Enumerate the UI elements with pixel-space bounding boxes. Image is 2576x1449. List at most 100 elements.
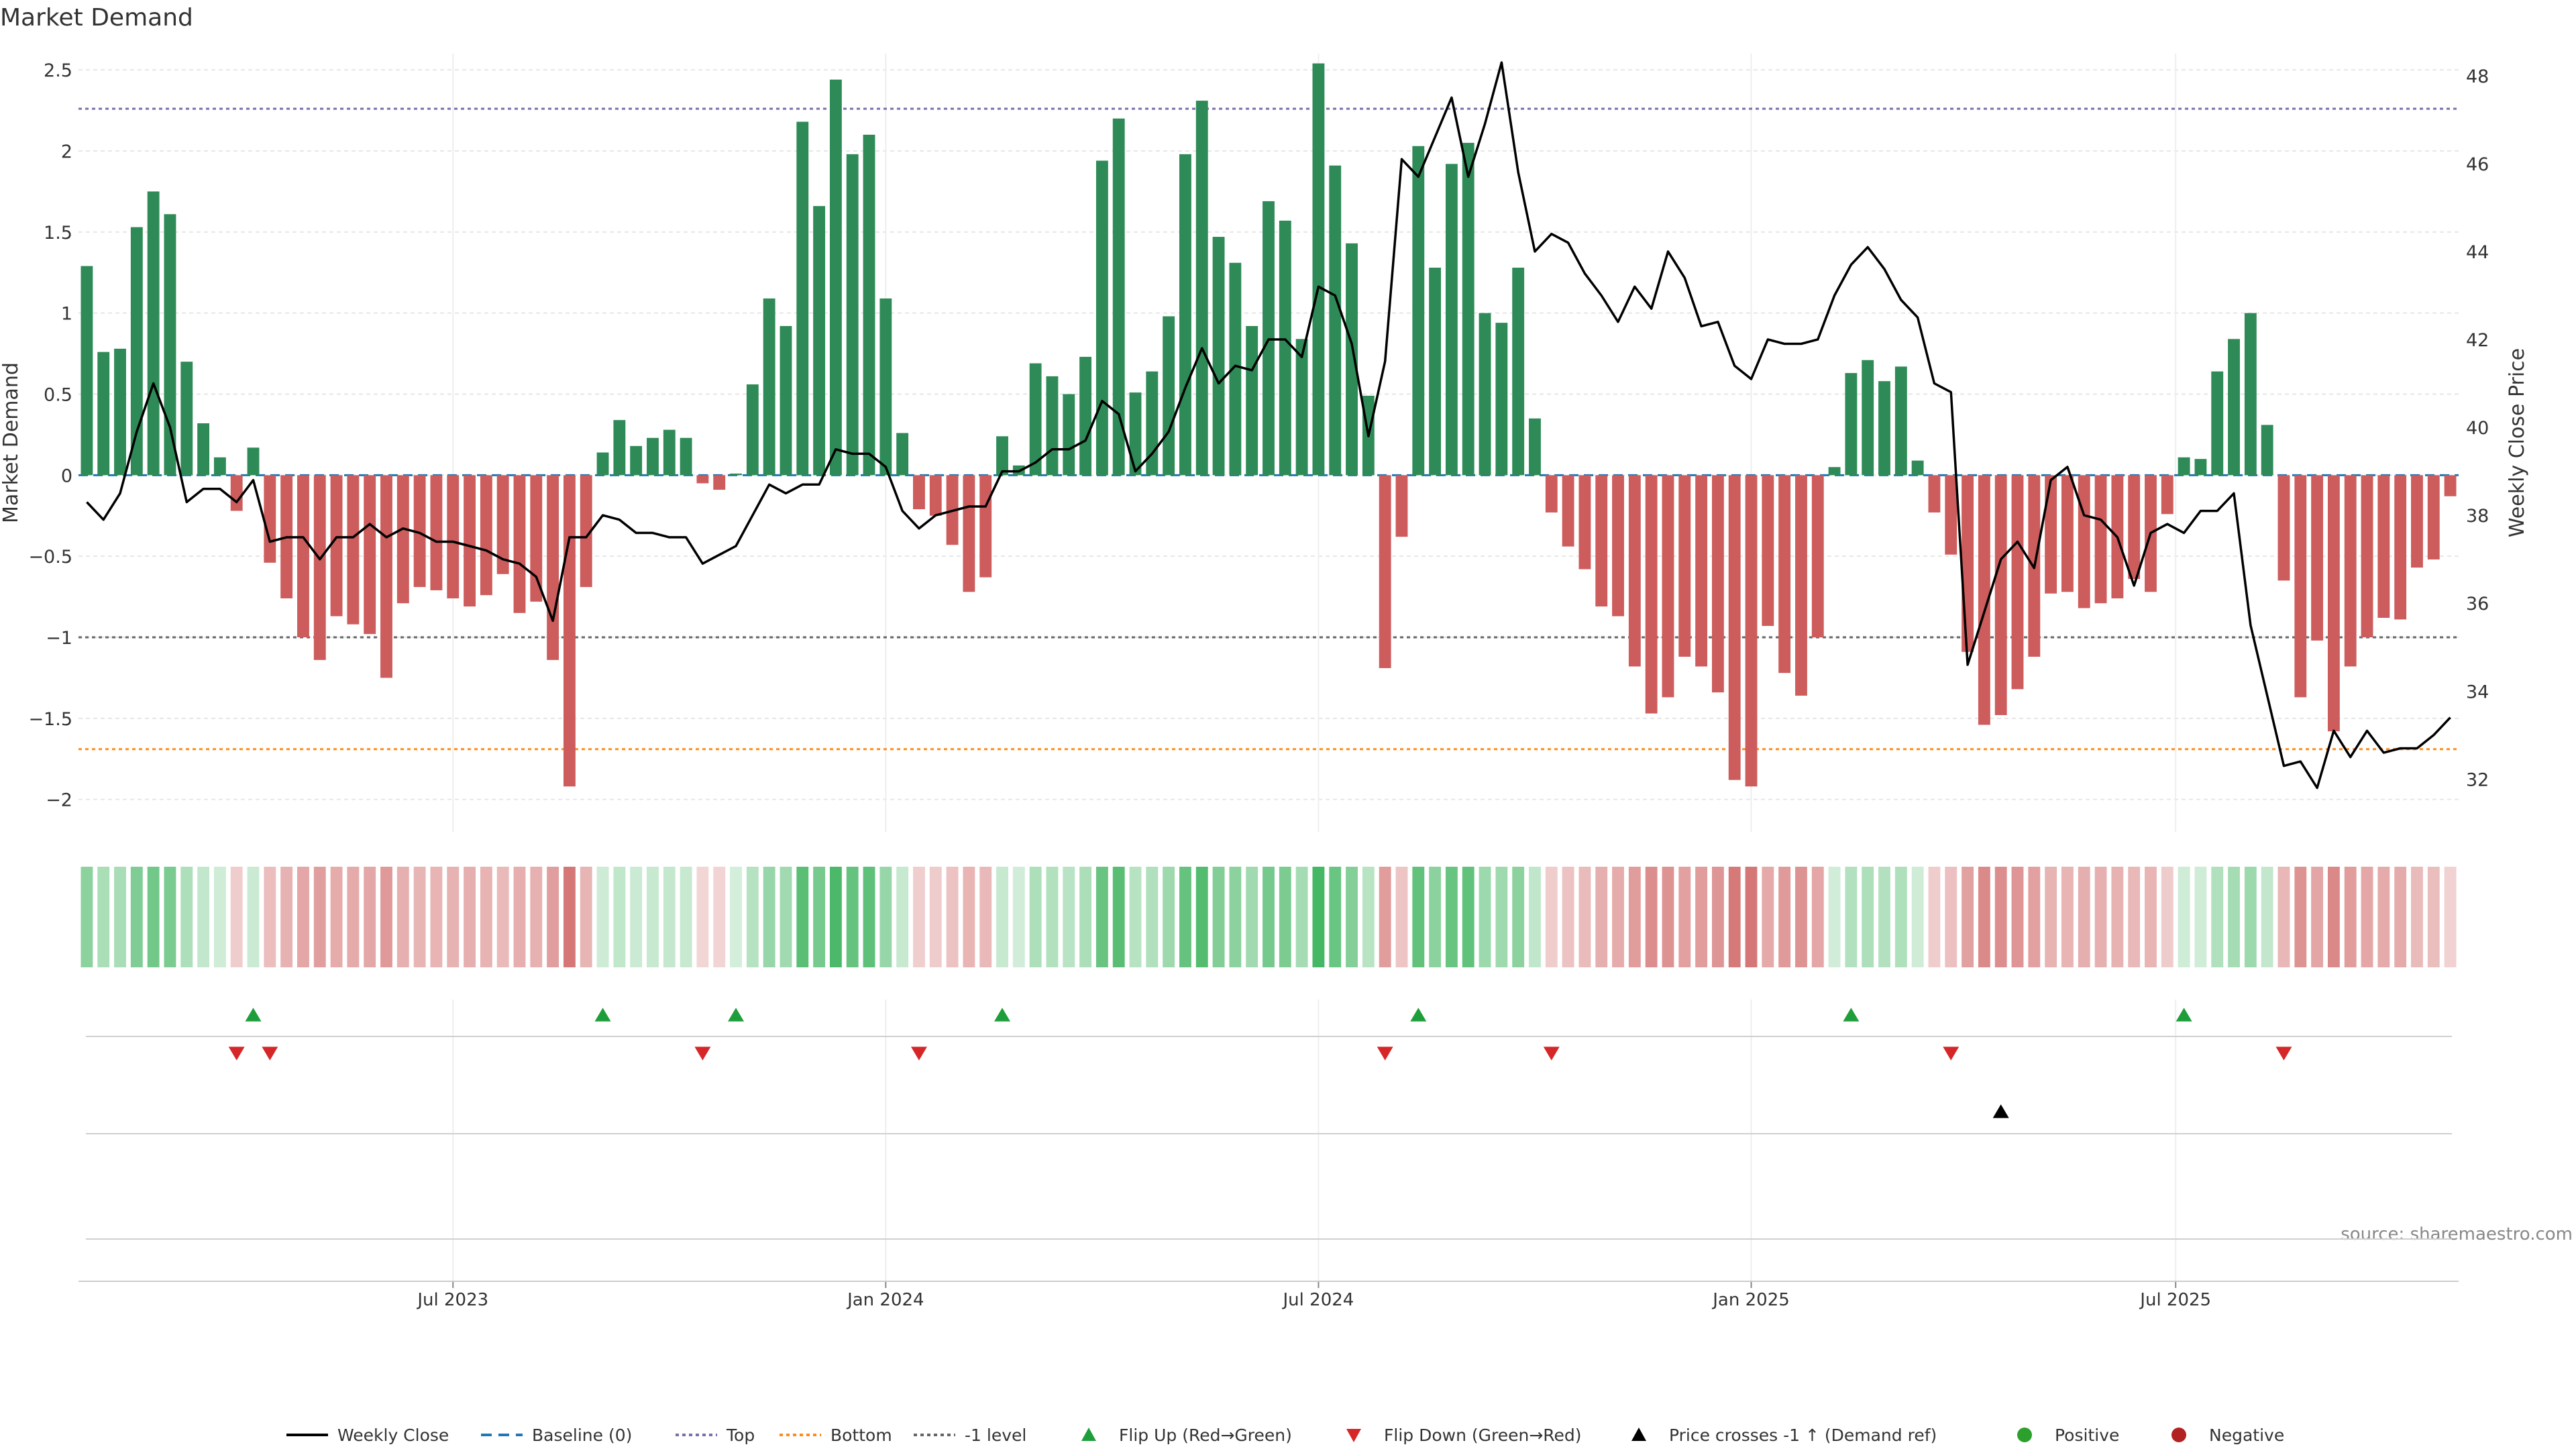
legend-swatch	[1081, 1428, 1096, 1441]
flip-up-marker	[994, 1008, 1011, 1022]
heat-strip-cell	[1279, 867, 1291, 967]
heat-strip-cell	[580, 867, 592, 967]
heat-strip-cell	[1246, 867, 1258, 967]
heat-strip-cell	[2277, 867, 2290, 967]
demand-bar	[1962, 475, 1974, 652]
demand-bar	[330, 475, 343, 616]
legend-label: Flip Down (Green→Red)	[1384, 1426, 1582, 1445]
heat-strip-cell	[2111, 867, 2124, 967]
legend-item: Flip Down (Green→Red)	[1346, 1426, 1582, 1445]
legend-label: Positive	[2055, 1426, 2119, 1445]
demand-bar	[380, 475, 392, 678]
heat-strip-cell	[1429, 867, 1442, 967]
heat-strip-cell	[1029, 867, 1042, 967]
demand-bar	[2194, 459, 2207, 476]
heat-strip-cell	[1129, 867, 1142, 967]
demand-bar	[1445, 164, 1458, 476]
heat-strip-cell	[2078, 867, 2090, 967]
demand-bar	[1529, 418, 1541, 476]
heat-strip-cell	[1894, 867, 1907, 967]
legend-item: Top	[676, 1426, 755, 1445]
y2-tick-label: 46	[2466, 154, 2489, 175]
demand-bar	[1095, 160, 1108, 476]
heat-strip-cell	[796, 867, 809, 967]
heat-strip-cell	[1512, 867, 1525, 967]
heat-strip-cell	[2244, 867, 2257, 967]
heat-strip-cell	[1595, 867, 1608, 967]
demand-bar	[1811, 475, 1824, 637]
demand-bar	[496, 475, 509, 574]
demand-bar	[1928, 475, 1941, 513]
heat-strip-cell	[297, 867, 309, 967]
demand-bar	[2078, 475, 2090, 608]
legend-label: Negative	[2209, 1426, 2284, 1445]
demand-bar	[2045, 475, 2057, 594]
heat-strip-cell	[2161, 867, 2174, 967]
demand-bar	[1129, 392, 1142, 476]
demand-bar	[2394, 475, 2407, 620]
heat-strip-cell	[1346, 867, 1358, 967]
demand-bar	[547, 475, 559, 660]
demand-bar	[1828, 467, 1841, 476]
demand-bar	[1862, 360, 1874, 476]
legend-item: Baseline (0)	[481, 1426, 632, 1445]
demand-bar	[663, 429, 676, 476]
heat-strip-cell	[1562, 867, 1574, 967]
heat-strip-cell	[1212, 867, 1225, 967]
heat-strip-cell	[114, 867, 126, 967]
demand-bar	[2327, 475, 2340, 732]
flip-up-marker	[245, 1008, 262, 1022]
heat-strip-cell	[1662, 867, 1674, 967]
heat-strip-cell	[1395, 867, 1408, 967]
legend: Weekly Close Baseline (0) Top Bottom -1 leve…	[286, 1426, 2284, 1445]
heat-strip-cell	[996, 867, 1008, 967]
heat-strip-cell	[1795, 867, 1807, 967]
heat-strip-cell	[1163, 867, 1175, 967]
heat-strip-cell	[1479, 867, 1491, 967]
demand-bar	[2244, 313, 2257, 476]
demand-bar	[863, 134, 875, 476]
heat-strip-cell	[2261, 867, 2273, 967]
heat-strip-cell	[1962, 867, 1974, 967]
price-cross-marker	[1992, 1104, 2009, 1118]
heat-strip-cell	[1645, 867, 1658, 967]
heat-strip-cell	[763, 867, 775, 967]
y2-tick-label: 36	[2466, 594, 2489, 614]
demand-bar	[1612, 475, 1624, 616]
flip-down-marker	[228, 1046, 245, 1061]
heat-strip-cell	[1612, 867, 1624, 967]
demand-bar	[680, 437, 692, 476]
heat-strip-cell	[1728, 867, 1741, 967]
heat-strip-cell	[979, 867, 992, 967]
heat-strip-cell	[1845, 867, 1858, 967]
demand-bar	[464, 475, 476, 607]
heat-strip-cell	[1811, 867, 1824, 967]
heat-strip-cell	[1229, 867, 1242, 967]
y2-tick-label: 34	[2466, 682, 2489, 702]
heat-strip-cell	[547, 867, 559, 967]
heat-strip-cell	[1079, 867, 1092, 967]
heat-strip-cell	[1628, 867, 1641, 967]
demand-bar	[164, 214, 176, 476]
heat-strip-cell	[164, 867, 176, 967]
heat-strip-cell	[2344, 867, 2357, 967]
heat-strip-cell	[464, 867, 476, 967]
heat-strip-cell	[1412, 867, 1425, 967]
heat-strip-cell	[2145, 867, 2157, 967]
legend-label: Top	[726, 1426, 755, 1445]
demand-bar	[313, 475, 326, 660]
heat-strip-cell	[1329, 867, 1342, 967]
demand-bar	[1279, 220, 1291, 476]
demand-bar	[396, 475, 409, 604]
heat-strip-cell	[2061, 867, 2074, 967]
heat-strip-cell	[1263, 867, 1275, 967]
heat-strip-cell	[1095, 867, 1108, 967]
demand-bar	[114, 348, 126, 476]
flip-up-marker	[594, 1008, 611, 1022]
heat-strip-cell	[946, 867, 959, 967]
demand-bar	[879, 298, 892, 476]
demand-bar	[647, 437, 659, 476]
demand-bar	[1711, 475, 1724, 693]
demand-bar	[347, 475, 360, 625]
x-tick-label: Jan 2025	[1711, 1290, 1790, 1310]
